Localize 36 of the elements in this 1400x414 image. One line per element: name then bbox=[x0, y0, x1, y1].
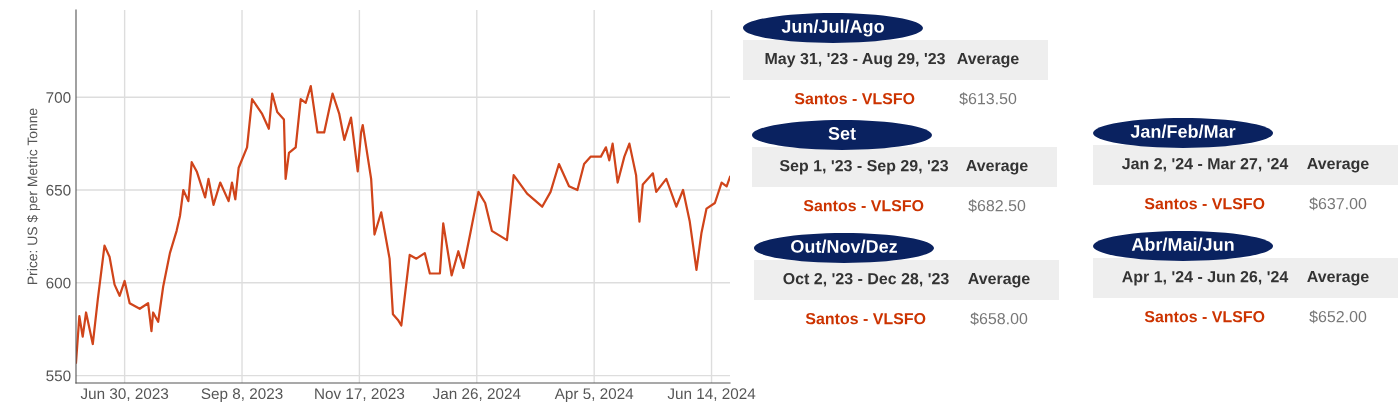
text: $613.50 bbox=[959, 92, 1017, 106]
y-axis-title: Price: US $ per Metric Tonne bbox=[26, 108, 41, 284]
text: Average bbox=[1307, 158, 1369, 173]
text: Santos - VLSFO bbox=[803, 199, 924, 212]
x-tick-label: Jun 30, 2023 bbox=[80, 388, 169, 401]
text: Santos - VLSFO bbox=[1144, 310, 1265, 323]
text: $652.00 bbox=[1309, 310, 1367, 324]
text: Santos - VLSFO bbox=[805, 312, 926, 325]
text: $637.00 bbox=[1309, 197, 1367, 211]
x-tick-label: Jan 26, 2024 bbox=[432, 388, 521, 401]
y-tick-label: 550 bbox=[46, 370, 71, 382]
y-tick-label: 700 bbox=[46, 92, 71, 103]
text: Santos - VLSFO bbox=[1144, 197, 1265, 210]
text: Average bbox=[957, 53, 1019, 68]
x-tick-label: Apr 5, 2024 bbox=[554, 388, 634, 403]
x-tick-label: Jun 14, 2024 bbox=[667, 388, 756, 401]
text: May 31, '23 - Aug 29, '23 bbox=[765, 52, 945, 68]
x-tick-label: Sep 8, 2023 bbox=[201, 388, 283, 403]
text: Jan/Feb/Mar bbox=[1130, 124, 1236, 139]
text: Average bbox=[968, 273, 1030, 288]
text: Abr/Mai/Jun bbox=[1131, 237, 1234, 252]
text: $682.50 bbox=[968, 199, 1026, 213]
text: Oct 2, '23 - Dec 28, '23 bbox=[783, 272, 949, 287]
text: Sep 1, '23 - Sep 29, '23 bbox=[779, 159, 949, 175]
text: Average bbox=[1307, 271, 1369, 286]
y-tick-label: 650 bbox=[46, 184, 71, 196]
text: Set bbox=[828, 127, 856, 140]
text: $658.00 bbox=[970, 312, 1028, 326]
text: Jan 2, '24 - Mar 27, '24 bbox=[1121, 157, 1289, 172]
text: Apr 1, '24 - Jun 26, '24 bbox=[1122, 270, 1289, 286]
text: Average bbox=[966, 160, 1028, 175]
text: Out/Nov/Dez bbox=[791, 239, 898, 254]
text: Santos - VLSFO bbox=[794, 92, 915, 105]
text: Jun/Jul/Ago bbox=[781, 19, 884, 37]
x-tick-label: Nov 17, 2023 bbox=[315, 388, 405, 401]
y-tick-label: 600 bbox=[46, 277, 71, 289]
